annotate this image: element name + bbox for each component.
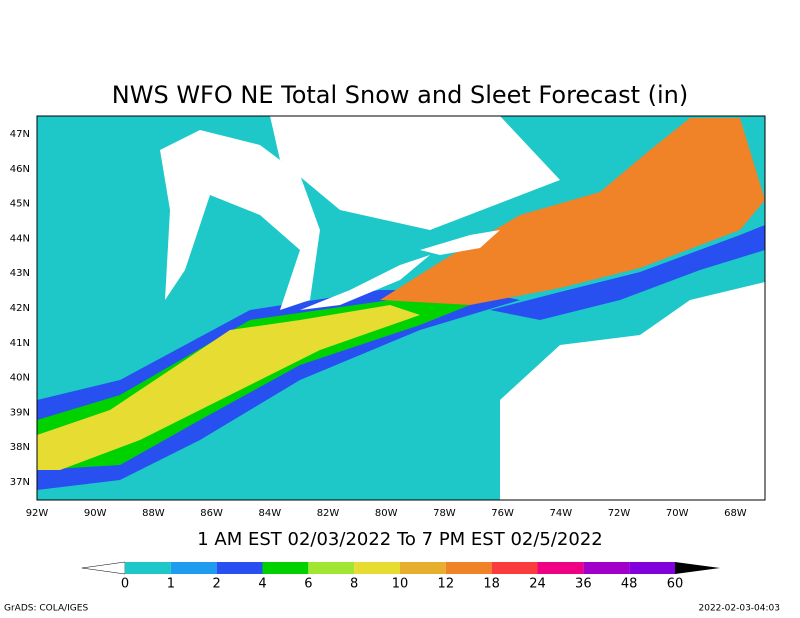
band-yellow — [37, 305, 420, 470]
colorbar-segment — [354, 562, 400, 574]
colorbar-segment — [308, 562, 355, 574]
lon-label: 72W — [608, 508, 631, 519]
colorbar-label: 12 — [438, 577, 455, 592]
footer-left: GrADS: COLA/IGES — [4, 604, 88, 614]
lat-label: 39N — [10, 407, 30, 418]
colorbar-segment — [491, 562, 538, 574]
colorbar-segment — [262, 562, 309, 574]
lon-label: 76W — [491, 508, 514, 519]
map-frame — [36, 115, 766, 501]
colorbar-label: 10 — [392, 577, 409, 592]
colorbar-low — [81, 561, 126, 575]
colorbar: 0 1 2 4 6 8 10 12 18 24 36 48 60 — [81, 561, 720, 592]
colorbar-label: 0 — [121, 577, 129, 592]
colorbar-segment — [400, 562, 446, 574]
lon-label: 78W — [433, 508, 456, 519]
subtitle: 1 AM EST 02/03/2022 To 7 PM EST 02/5/202… — [197, 529, 602, 550]
lat-label: 47N — [10, 129, 30, 140]
lake-ontario — [420, 230, 500, 255]
lon-label: 82W — [317, 508, 340, 519]
band-blue-ne — [490, 225, 765, 320]
colorbar-label: 18 — [483, 577, 500, 592]
lat-label: 42N — [10, 303, 30, 314]
title: NWS WFO NE Total Snow and Sleet Forecast… — [112, 81, 688, 109]
canada — [270, 116, 560, 230]
lat-label: 46N — [10, 164, 30, 175]
colorbar-segment — [170, 562, 217, 574]
lon-label: 70W — [666, 508, 689, 519]
lon-label: 86W — [200, 508, 223, 519]
colorbar-segment — [216, 562, 263, 574]
colorbar-label: 48 — [621, 577, 638, 592]
colorbar-label: 2 — [213, 577, 221, 592]
lat-label: 40N — [10, 373, 30, 384]
lat-label: 41N — [10, 338, 30, 349]
lon-label: 90W — [84, 508, 107, 519]
lakes — [160, 130, 320, 310]
band-orange — [380, 118, 765, 305]
colorbar-segment — [629, 562, 675, 574]
colorbar-segment — [537, 562, 584, 574]
lat-label: 44N — [10, 233, 30, 244]
lake-erie — [300, 255, 430, 310]
map — [36, 115, 766, 501]
lon-label: 88W — [142, 508, 165, 519]
lon-label: 68W — [724, 508, 747, 519]
lon-label: 84W — [258, 508, 281, 519]
colorbar-label: 4 — [258, 577, 266, 592]
lat-labels: 47N 46N 45N 44N 43N 42N 41N 40N 39N 38N 37N — [10, 129, 30, 488]
region — [37, 116, 170, 330]
no-snow — [500, 282, 765, 500]
lon-labels: 92W 90W 88W 86W 84W 82W 80W 78W 76W 74W 72W 70W 68W — [26, 508, 747, 519]
colorbar-label: 24 — [529, 577, 546, 592]
colorbar-label: 8 — [350, 577, 358, 592]
lon-label: 80W — [375, 508, 398, 519]
lat-label: 37N — [10, 477, 30, 488]
colorbar-label: 1 — [167, 577, 175, 592]
colorbar-high — [675, 562, 720, 574]
lon-label: 74W — [549, 508, 572, 519]
lat-label: 38N — [10, 442, 30, 453]
colorbar-label: 6 — [304, 577, 312, 592]
lon-label: 92W — [26, 508, 49, 519]
colorbar-segment — [445, 562, 492, 574]
colorbar-label: 60 — [667, 577, 684, 592]
lat-label: 43N — [10, 268, 30, 279]
colorbar-segment — [125, 562, 171, 574]
colorbar-label: 36 — [575, 577, 592, 592]
colorbar-segment — [583, 562, 630, 574]
footer-right: 2022-02-03-04:03 — [699, 604, 781, 614]
lat-label: 45N — [10, 199, 30, 210]
